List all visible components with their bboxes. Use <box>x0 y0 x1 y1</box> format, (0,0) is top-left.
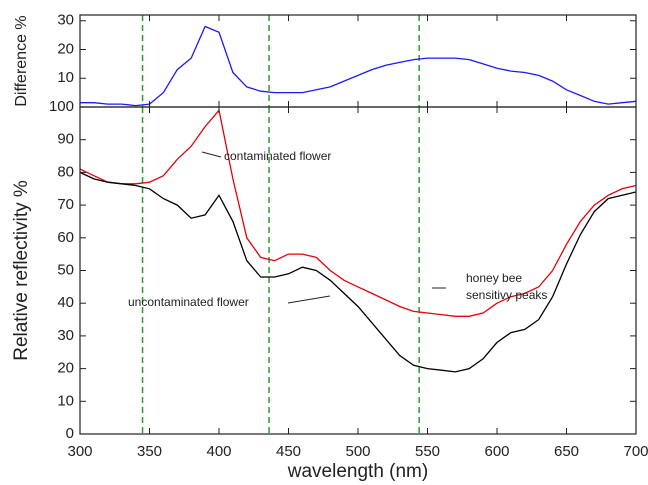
y-tick-label: 60 <box>57 229 74 246</box>
y-tick-label: 80 <box>57 163 74 180</box>
leader-line <box>287 295 331 304</box>
y-tick-label: 10 <box>57 69 74 86</box>
y-tick-label: 40 <box>57 294 74 311</box>
leader-line <box>201 151 222 158</box>
legend-label: sensitivy peaks <box>466 288 547 302</box>
data-line <box>79 171 637 373</box>
y-tick-label: 100 <box>49 98 74 115</box>
y-tick-label: 10 <box>57 392 74 409</box>
x-tick-label: 550 <box>415 443 440 460</box>
series-label: contaminated flower <box>224 149 331 163</box>
y-axis-label: Relative reflectivity % <box>11 180 32 361</box>
y-axis-label: Difference % <box>13 15 30 106</box>
x-tick-label: 650 <box>554 443 579 460</box>
x-tick-label: 700 <box>623 443 648 460</box>
series-label: uncontaminated flower <box>128 295 249 309</box>
x-tick-label: 300 <box>67 443 92 460</box>
y-tick-label: 90 <box>57 131 74 148</box>
x-tick-label: 350 <box>137 443 162 460</box>
x-tick-label: 600 <box>484 443 509 460</box>
y-tick-label: 50 <box>57 261 74 278</box>
y-tick-label: 20 <box>57 40 74 57</box>
data-line <box>79 108 637 317</box>
x-tick-label: 500 <box>345 443 370 460</box>
data-line <box>80 25 637 107</box>
y-tick-label: 20 <box>57 360 74 377</box>
legend-label: honey bee <box>466 271 522 285</box>
y-tick-label: 70 <box>57 196 74 213</box>
y-tick-label: 30 <box>57 327 74 344</box>
y-tick-label: 0 <box>66 425 74 442</box>
x-axis-label: wavelength (nm) <box>287 461 428 482</box>
x-tick-label: 400 <box>206 443 231 460</box>
x-tick-label: 450 <box>276 443 301 460</box>
y-tick-label: 30 <box>57 12 74 29</box>
